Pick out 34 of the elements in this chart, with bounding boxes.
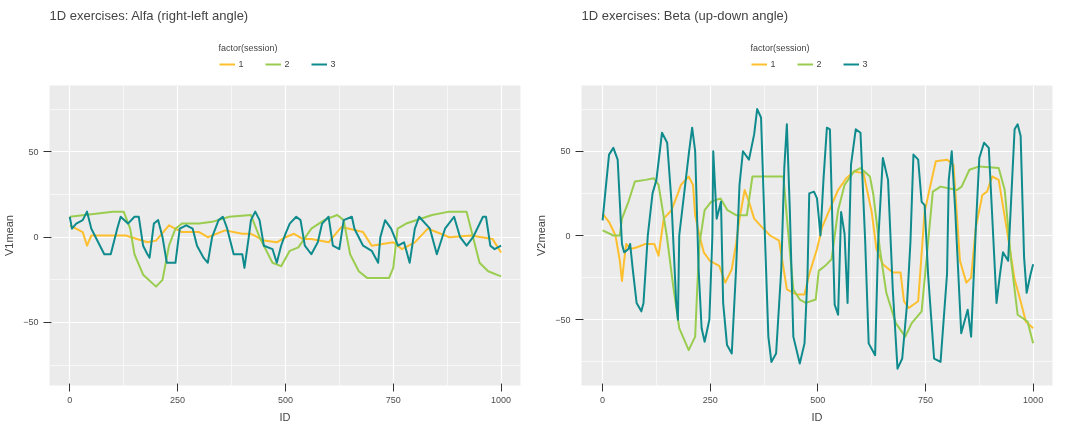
x-tick-label: 500 — [277, 394, 293, 405]
y-axis-title: V1mean — [3, 215, 16, 256]
line-series — [68, 210, 503, 269]
y-tick-label: −50 — [555, 314, 571, 325]
legend-title: factor(session) — [218, 43, 279, 53]
y-tick-label: 50 — [560, 146, 571, 157]
legend-label: 3 — [862, 58, 869, 70]
y-tick-label: 0 — [565, 230, 571, 241]
line-series — [68, 224, 503, 254]
x-tick-label: 1000 — [1023, 394, 1044, 405]
x-tick-label: 250 — [170, 394, 186, 405]
legend-title: factor(session) — [750, 43, 811, 53]
x-tick-label: 500 — [810, 394, 826, 405]
chart-title: 1D exercises: Beta (up-down angle) — [581, 7, 789, 23]
line-series — [68, 210, 503, 288]
y-axis-title: V2mean — [535, 215, 548, 256]
chart-title: 1D exercises: Alfa (right-left angle) — [49, 7, 249, 23]
legend-label: 2 — [816, 58, 823, 70]
x-axis-title: ID — [811, 410, 823, 423]
x-tick-label: 750 — [385, 394, 401, 405]
x-tick-label: 250 — [702, 394, 718, 405]
y-tick-label: −50 — [23, 317, 39, 328]
y-tick-label: 50 — [28, 146, 39, 157]
legend-label: 1 — [770, 58, 777, 70]
legend-label: 3 — [330, 58, 337, 70]
legend-label: 2 — [284, 58, 291, 70]
legend-label: 1 — [238, 58, 245, 70]
x-axis-title: ID — [279, 410, 291, 423]
x-tick-label: 0 — [67, 394, 73, 405]
line-series — [601, 108, 1035, 370]
x-tick-label: 750 — [917, 394, 934, 405]
x-tick-label: 1000 — [491, 394, 512, 405]
x-tick-label: 0 — [600, 394, 606, 405]
y-tick-label: 0 — [33, 232, 39, 243]
